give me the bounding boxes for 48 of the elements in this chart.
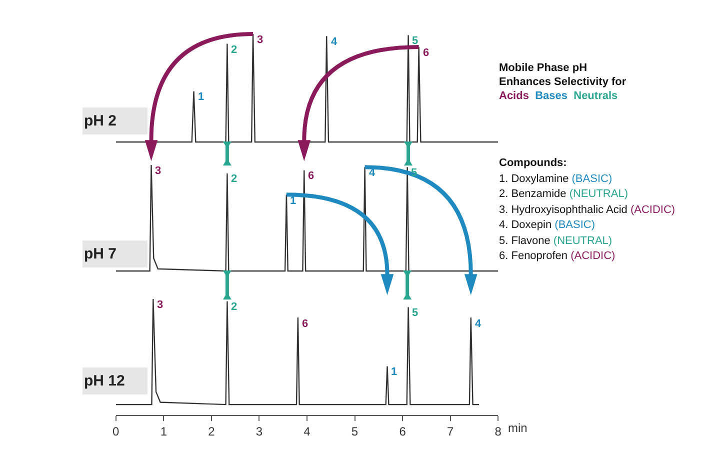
text: Acids xyxy=(499,90,529,102)
text: Neutrals xyxy=(574,90,618,102)
text: (ACIDIC) xyxy=(570,250,616,262)
annotation: 2 xyxy=(231,173,238,185)
text: 2. Benzamide xyxy=(499,188,566,200)
text: pH 2 xyxy=(84,112,117,130)
annotation: 3 xyxy=(257,34,264,46)
text: 4. Doxepin xyxy=(499,219,552,231)
text: (BASIC) xyxy=(572,173,612,185)
annotation: 3 xyxy=(155,165,162,177)
text: 5. Flavone xyxy=(499,235,550,247)
x-tick-label: 6 xyxy=(399,424,406,438)
text: Bases xyxy=(535,90,568,102)
x-tick-label: 8 xyxy=(494,424,502,438)
x-tick-label: 2 xyxy=(208,424,216,438)
annotation: 5 xyxy=(412,35,418,47)
text: pH 7 xyxy=(84,246,117,262)
x-tick-label: 0 xyxy=(112,424,120,438)
annotation: 6 xyxy=(308,170,314,182)
annotation: 1 xyxy=(391,366,398,378)
annotation: 6 xyxy=(423,47,430,59)
annotation: 4 xyxy=(475,318,482,330)
text: (ACIDIC) xyxy=(630,204,676,216)
x-tick-label: 7 xyxy=(446,424,454,438)
annotation: 1 xyxy=(290,195,296,207)
x-tick-label: 1 xyxy=(160,424,168,438)
x-tick-label: 3 xyxy=(256,424,263,438)
text: (NEUTRAL) xyxy=(553,235,612,247)
annotation: 1 xyxy=(198,91,204,103)
text: pH 12 xyxy=(84,372,125,390)
text: (NEUTRAL) xyxy=(569,188,628,200)
x-tick-label: 5 xyxy=(351,424,358,438)
text: Compounds: xyxy=(499,157,567,169)
text: 1. Doxylamine xyxy=(499,173,569,185)
annotation: 4 xyxy=(331,36,338,48)
text: Enhances Selectivity for xyxy=(499,76,627,88)
annotation: 4 xyxy=(369,167,376,179)
annotation: 5 xyxy=(412,307,418,319)
text: 3. Hydroxyisophthalic Acid xyxy=(499,204,628,216)
x-tick-label: 4 xyxy=(304,424,311,438)
annotation: 2 xyxy=(231,301,238,313)
annotation: 3 xyxy=(157,299,164,311)
text: 6. Fenoprofen xyxy=(499,250,568,262)
annotation: 6 xyxy=(302,318,308,330)
text: Mobile Phase pH xyxy=(499,62,588,74)
text: (BASIC) xyxy=(554,219,595,231)
x-axis-title: min xyxy=(508,421,528,435)
annotation: 2 xyxy=(231,44,238,56)
